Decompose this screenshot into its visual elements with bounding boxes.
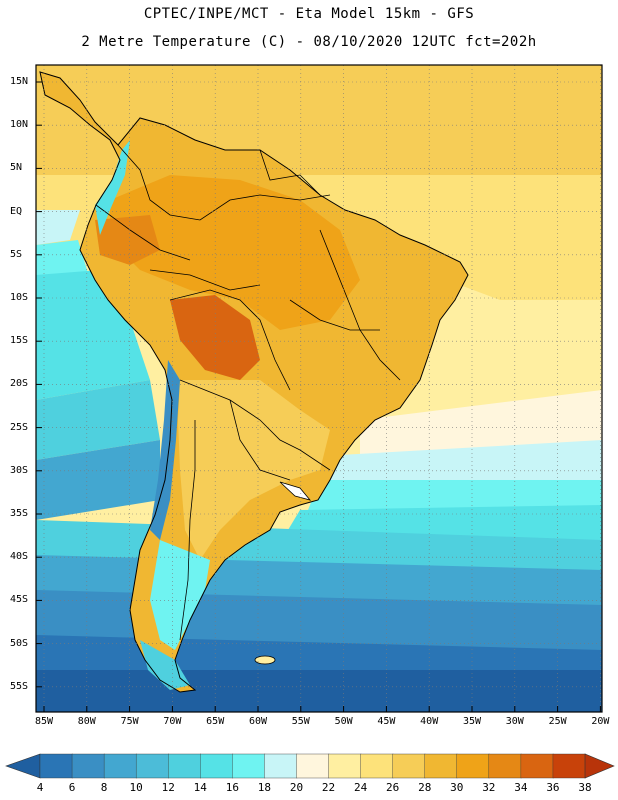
pacific-band-16	[36, 270, 150, 400]
colorbar-segment	[424, 753, 458, 779]
lat-label: 45S	[10, 594, 29, 606]
colorbar-level-label: 24	[353, 781, 368, 794]
colorbar-level-label: 26	[386, 781, 400, 794]
coastline	[39, 71, 469, 693]
colorbar-level-label: 14	[193, 781, 207, 794]
pacific-band-14	[36, 380, 160, 460]
colorbar	[5, 753, 615, 779]
colorbar-segment	[200, 753, 234, 779]
colorbar-segment	[488, 753, 522, 779]
lon-label: 75W	[120, 716, 139, 727]
land-patagonia	[150, 540, 210, 650]
land-tierra	[140, 640, 190, 690]
country-borders	[95, 144, 401, 641]
colorbar-segment	[328, 753, 362, 779]
colorbar-segment	[520, 753, 554, 779]
colorbar-segment	[232, 753, 266, 779]
lat-label: 20S	[10, 378, 29, 390]
malvinas-islands	[254, 655, 276, 665]
colorbar-level-label: 4	[36, 781, 44, 794]
pacific-band-20	[36, 210, 80, 245]
colorbar-level-label: 28	[418, 781, 432, 794]
lat-label: 30S	[10, 464, 29, 476]
colorbar-segment	[456, 753, 490, 779]
map-frame	[35, 64, 603, 713]
lon-label: 70W	[163, 716, 182, 727]
lon-label: 50W	[334, 716, 353, 727]
axis-ticks	[36, 81, 601, 712]
lon-label: 65W	[206, 716, 225, 727]
lat-label: 35S	[10, 508, 29, 519]
colorbar-segment	[360, 753, 394, 779]
lat-label: 10S	[10, 292, 29, 303]
colorbar-segment	[264, 753, 298, 779]
lon-label: 45W	[377, 716, 396, 727]
lon-label: 80W	[77, 716, 96, 727]
lat-label: 15S	[10, 335, 29, 347]
colorbar-segment	[71, 753, 105, 779]
colorbar-level-label: 10	[129, 781, 143, 794]
colorbar-segment	[296, 753, 330, 779]
lat-label: 15N	[10, 76, 29, 87]
lon-label: 85W	[34, 716, 54, 727]
lat-label: 5S	[10, 248, 23, 260]
colorbar-level-label: 8	[100, 781, 108, 794]
colorbar-level-label: 32	[482, 781, 496, 794]
colorbar-level-label: 38	[578, 781, 592, 794]
colorbar-level-label: 20	[289, 781, 304, 794]
colorbar-segment	[552, 753, 586, 779]
land-andes-north	[95, 140, 130, 235]
map-title-line-2: 2 Metre Temperature (C) - 08/10/2020 12U…	[81, 34, 537, 50]
colorbar-level-label: 12	[161, 781, 175, 794]
land-hot-west	[95, 215, 160, 265]
colorbar-level-label: 18	[257, 781, 272, 794]
map-title-line-1: CPTEC/INPE/MCT - Eta Model 15km - GFS	[143, 6, 475, 22]
colorbar-right-arrow-icon	[584, 753, 615, 779]
pacific-band-12	[36, 440, 160, 520]
pacific-band-18	[36, 240, 90, 280]
colorbar-segment	[39, 753, 73, 779]
land-warm-south	[178, 380, 330, 560]
colorbar-level-label: 36	[546, 781, 560, 794]
lat-label: 10N	[10, 119, 29, 131]
colorbar-left-arrow-icon	[5, 753, 41, 779]
lat-label: 5N	[10, 162, 23, 174]
colorbar-segment	[103, 753, 137, 779]
lat-label: 50S	[10, 637, 29, 649]
colorbar-level-label: 22	[321, 781, 336, 794]
rio-de-la-plata	[279, 481, 312, 501]
lon-label: 35W	[462, 716, 482, 727]
lon-label: 20W	[591, 716, 610, 727]
colorbar-level-label: 34	[514, 781, 528, 794]
lat-label: 25S	[10, 421, 29, 433]
colorbar-level-label: 16	[225, 781, 239, 794]
colorbar-level-label: 6	[68, 781, 76, 794]
lon-label: 60W	[248, 716, 268, 727]
lon-label: 25W	[548, 716, 567, 727]
lat-label: 40S	[10, 551, 29, 563]
ocean-band-6	[36, 670, 602, 712]
lon-label: 30W	[505, 716, 524, 727]
colorbar-level-label: 30	[450, 781, 464, 794]
colorbar-segment	[168, 753, 201, 779]
lat-label: EQ	[10, 205, 23, 217]
colorbar-segment	[392, 753, 426, 779]
colorbar-segment	[135, 753, 169, 779]
lon-label: 40W	[420, 716, 439, 727]
lat-label: 55S	[10, 680, 29, 692]
lon-label: 55W	[291, 716, 310, 727]
